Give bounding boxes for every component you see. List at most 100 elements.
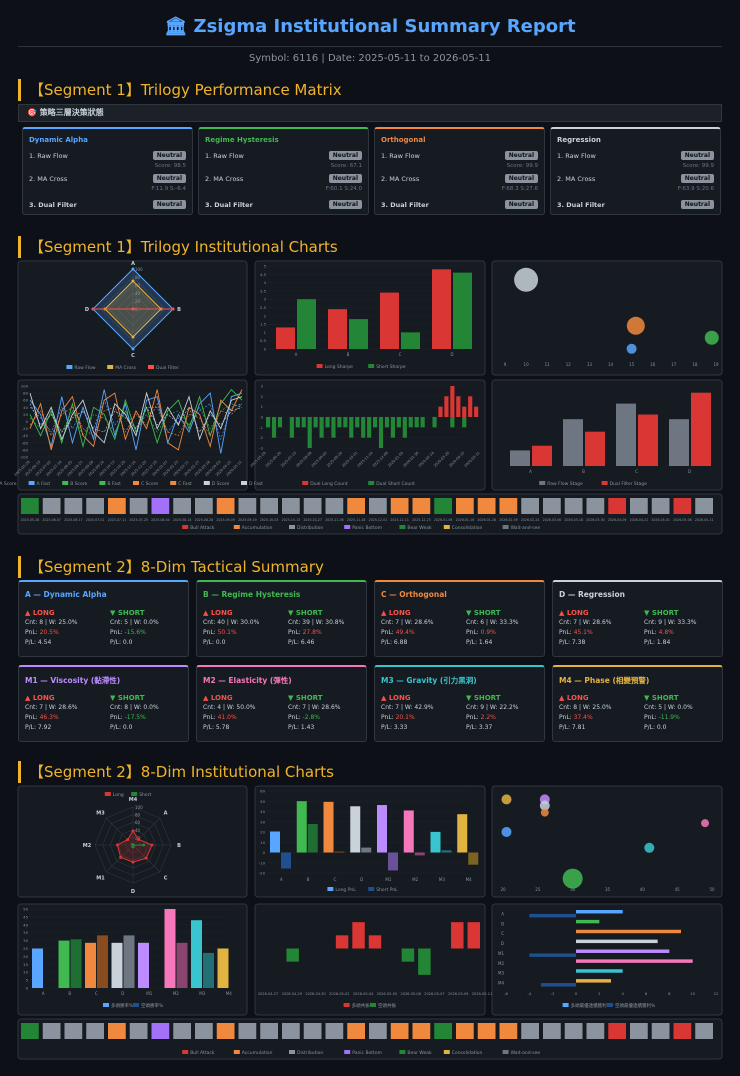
line-series [29,389,243,454]
bar [138,942,149,988]
heatmap-cell [173,498,191,514]
bar [444,396,449,417]
status-badge: Neutral [152,200,186,209]
legend-swatch [99,481,106,485]
y-tick-label: 10 [23,970,28,975]
legend-swatch [368,364,375,368]
radar-point [131,860,135,864]
tactical-card: B — Regime Hysteresis ▲ LONG Cnt: 40 | W: … [196,580,367,657]
y-tick-label: 0 [263,850,266,855]
bar [334,851,345,853]
matrix-score: Score: 98.5 [154,163,186,169]
y-tick-label: -2 [259,435,263,440]
long-column: ▲ LONG Cnt: 7 | W: 42.9% PnL: 20.1% P/L: 3.… [381,693,461,733]
long-pnl: PnL: 20.5% [25,628,105,638]
legend-label: 空頭最優連續獲利% [615,1002,656,1009]
bubble [626,316,645,335]
pnl-prefix: PnL: [466,714,481,721]
line-series [29,389,243,451]
title-divider [18,46,722,47]
short-count: Cnt: 7 | W: 28.6% [288,704,341,711]
long-column: ▲ LONG Cnt: 40 | W: 30.0% PnL: 50.1% P/L: 0… [203,608,283,648]
x-tick-label: C [333,877,336,882]
pnl-prefix: PnL: [644,714,659,721]
radar-point [126,838,130,842]
bar [349,417,354,438]
bar [32,948,43,988]
heatmap-cell [456,498,474,514]
legend-swatch [539,481,546,485]
legend-label: Dual Short Count [376,481,415,487]
long-count: Cnt: 8 | W: 25.0% [559,704,612,711]
bar [388,852,398,871]
heatmap-cell [216,498,235,514]
line-series [29,403,243,433]
long-column: ▲ LONG Cnt: 7 | W: 28.6% PnL: 46.3% P/L: 7.… [25,693,105,733]
legend-label: Raw Flow Stage [547,481,583,487]
legend-label: Panic Bottom [352,1050,382,1056]
matrix-row: 3. Dual Filter Neutral [557,200,714,210]
radar-tick-label: 60 [135,820,141,825]
bar [418,948,431,975]
x-tick-label: 2025-08-04 [151,518,170,522]
heatmap-cell [21,498,39,514]
heatmap-cell [108,498,126,514]
radar-point [131,335,135,339]
legend-label: A Fast [37,481,51,487]
report-header: 🏛 Zsigma Institutional Summary Report Sy… [0,0,740,72]
y-tick-label: 4.5 [260,272,267,277]
x-tick-label: 19 [713,362,719,367]
x-tick-label: M4 [226,991,232,996]
short-column: ▼ SHORT Cnt: 6 | W: 33.3% PnL: 0.9% P/L: 1.… [466,608,546,648]
matrix-fs: F:11.9 S:-6.4 [151,186,186,192]
status-badge: Neutral [152,151,186,160]
matrix-fs: F:60.1 S:24.0 [325,186,362,192]
bar [403,810,414,853]
short-column: ▼ SHORT Cnt: 39 | W: 30.8% PnL: 27.8% P/L: … [288,608,368,648]
x-tick-label: 2026-01-16 [456,518,475,522]
tactical-card: A — Dynamic Alpha ▲ LONG Cnt: 8 | W: 25.0%… [18,580,189,657]
x-tick-label: 2026-01-28 [477,518,496,522]
radar-point [150,843,154,847]
heatmap-cell [42,498,61,514]
heatmap-cell [303,498,322,514]
bar [453,272,472,349]
long-pnl: PnL: 46.3% [25,713,105,723]
long-label: ▲ LONG [381,609,411,617]
bar [510,450,530,466]
x-tick-label: -4 [527,991,531,996]
short-pnl: PnL: -15.6% [110,628,190,638]
x-tick-label: 14 [608,362,614,367]
matrix-card-title: Regression [557,136,601,144]
x-tick-label: 35 [605,887,611,892]
matrix-card: Orthogonal 1. Raw Flow Neutral 2. MA Cross N… [374,127,545,215]
legend-label: Bear Weak [407,525,432,531]
x-tick-label: M3 [439,877,445,882]
legend-label: Wait-and-see [511,525,541,531]
y-tick-label: 50 [260,799,265,804]
x-tick-label: 13 [587,362,593,367]
legend-swatch [601,481,608,485]
status-badge: Neutral [328,200,362,209]
legend-label: 多頭勝率% [111,1002,134,1009]
radar-axis-label: A [164,810,168,816]
heatmap-cell [390,498,409,514]
y-tick-label: -1 [259,425,263,430]
seg1-charts-title: 【Segment 1】Trilogy Institutional Charts [18,236,338,258]
heatmap-cell [608,1023,626,1039]
line-series [29,388,243,449]
status-badge: Neutral [504,151,538,160]
x-tick-label: 2026-03-06 [543,518,562,522]
heatmap-cell [564,1023,583,1039]
x-tick-label: M1 [146,991,152,996]
matrix-card: Regime Hysteresis 1. Raw Flow Neutral 2. MA… [198,127,369,215]
tactical-card-title: M1 — Viscosity (黏滯性) [25,676,121,685]
heatmap-cell [325,498,344,514]
legend-label: Long PnL [335,887,356,893]
bar [323,801,334,853]
x-tick-label: 2025-11-06 [325,518,344,522]
legend-swatch [316,364,323,368]
pnl-value: 45.1% [573,629,593,636]
heatmap-cell [195,1023,213,1039]
radar-axis-label: B [177,843,181,849]
